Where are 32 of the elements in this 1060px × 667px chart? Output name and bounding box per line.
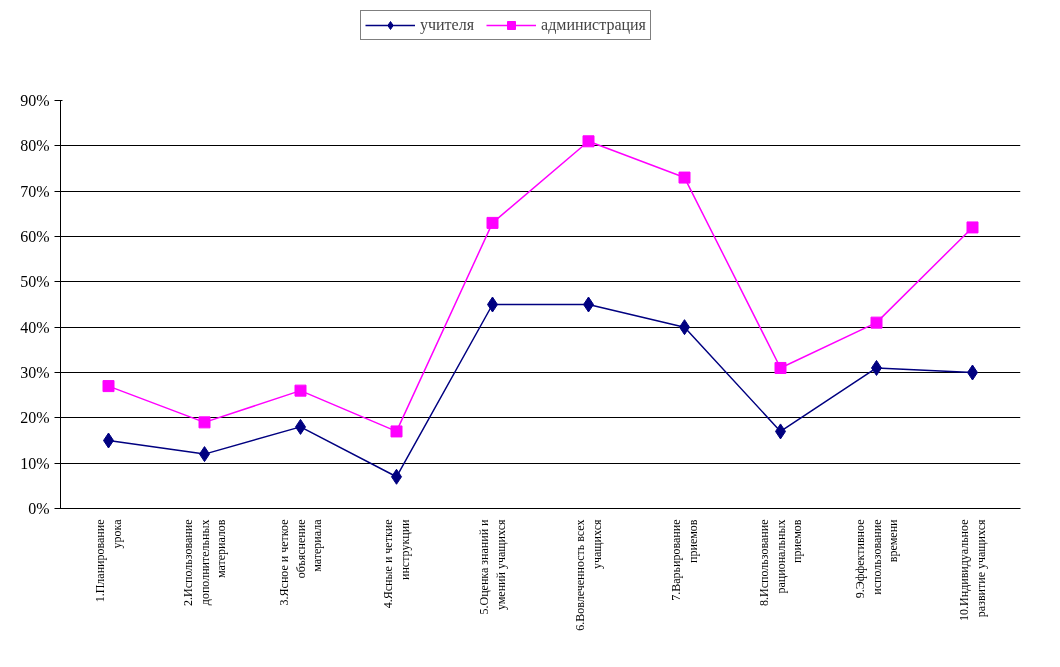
y-tick-label: 0% — [28, 500, 50, 517]
legend-label: учителя — [420, 16, 475, 34]
point — [102, 380, 115, 393]
y-tick-label: 80% — [20, 137, 50, 155]
legend-label: администрация — [541, 16, 646, 34]
y-tick-label: 40% — [20, 318, 50, 336]
x-tick-label: 3.Ясное и четкое объяснение материала — [276, 518, 325, 606]
x-tick-label: 5.Оценка знаний и умений учащихся — [477, 518, 508, 615]
point — [966, 221, 979, 234]
point — [390, 425, 403, 438]
x-tick-label: 9.Эффективное использование времени — [852, 518, 901, 599]
y-tick-label: 20% — [20, 409, 50, 427]
point — [870, 316, 883, 329]
y-tick-label: 50% — [20, 273, 50, 291]
x-tick-label: 2.Использование дополнительных материалов — [180, 519, 229, 606]
y-tick-label: 90% — [20, 92, 50, 109]
y-tick-label: 60% — [20, 228, 50, 245]
y-tick-label: 70% — [20, 182, 50, 200]
x-tick-label: 4.Ясные и четкие инструкции — [381, 518, 412, 609]
y-tick-label: 30% — [20, 364, 50, 381]
x-tick-label: 8.Использование рациональных приемов — [756, 519, 805, 606]
point — [678, 171, 691, 184]
x-tick-label: 10.Индивидуальное развитие учащихся — [957, 519, 988, 621]
y-tick-label: 10% — [20, 454, 50, 472]
x-tick-label: 7.Варьирование приемов — [669, 519, 700, 601]
point — [582, 135, 595, 148]
point — [294, 384, 307, 397]
point — [774, 361, 787, 374]
x-tick-label: 1.Планирование урока — [93, 518, 124, 603]
point — [486, 216, 499, 229]
x-tick-label: 6.Вовлеченность всех учащихся — [573, 519, 604, 631]
point — [198, 416, 211, 429]
